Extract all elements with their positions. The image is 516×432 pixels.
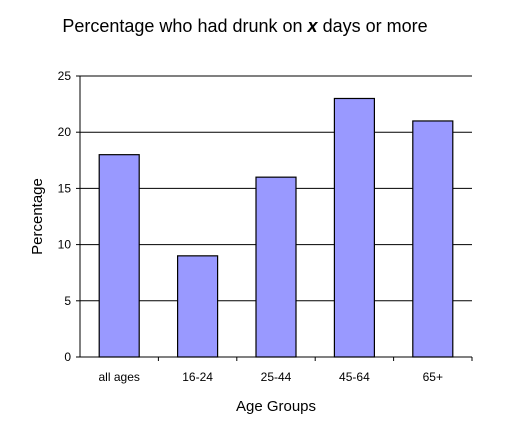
y-tick-label: 5 [64, 294, 71, 308]
bars [98, 97, 454, 358]
y-axis-title: Percentage [29, 178, 46, 255]
y-tick-label: 15 [58, 181, 72, 195]
x-tick-label: 25-44 [261, 370, 292, 384]
bar [177, 255, 219, 358]
x-axis-title: Age Groups [236, 398, 316, 415]
bar [255, 176, 297, 358]
y-tick-label: 0 [64, 350, 71, 364]
x-tick-label: 16-24 [182, 370, 213, 384]
bar [333, 97, 375, 358]
x-tick-labels: all ages 16-24 25-44 45-64 65+ [99, 357, 473, 384]
chart-title: Percentage who had drunk on x days or mo… [40, 14, 450, 38]
y-tick-label: 20 [58, 125, 72, 139]
x-tick-label: all ages [99, 370, 140, 384]
y-tick-labels: 0 5 10 15 20 25 [58, 69, 80, 364]
chart-title-part1: Percentage who had drunk on [62, 16, 303, 36]
x-tick-label: 65+ [423, 370, 443, 384]
chart-title-part2: days or more [322, 16, 428, 36]
x-tick-label: 45-64 [339, 370, 370, 384]
chart-title-variable: x [307, 16, 318, 36]
bar [98, 154, 140, 358]
bar [412, 120, 454, 358]
y-tick-label: 25 [58, 69, 72, 83]
y-tick-label: 10 [58, 238, 72, 252]
